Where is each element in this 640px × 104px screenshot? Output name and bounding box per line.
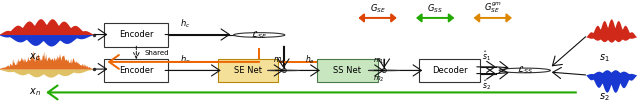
Text: SS Net: SS Net (333, 66, 361, 75)
Text: SE Net: SE Net (234, 66, 262, 75)
Text: $\hat{s}_2$: $\hat{s}_2$ (482, 78, 491, 92)
Text: $\mathcal{L}_{SS}$: $\mathcal{L}_{SS}$ (516, 65, 533, 76)
FancyBboxPatch shape (317, 59, 378, 82)
Ellipse shape (234, 33, 285, 37)
Text: $G_{SE}^{gm}$: $G_{SE}^{gm}$ (484, 0, 502, 15)
Text: $x_n$: $x_n$ (29, 86, 41, 98)
FancyBboxPatch shape (104, 59, 168, 82)
Text: $\otimes$: $\otimes$ (280, 66, 287, 75)
Text: $s_2$: $s_2$ (600, 91, 610, 103)
Text: Decoder: Decoder (432, 66, 467, 75)
Text: $h_e$: $h_e$ (305, 54, 315, 66)
Text: $h_c$: $h_c$ (180, 18, 191, 30)
Text: Encoder: Encoder (119, 30, 154, 40)
Text: $m_2$: $m_2$ (372, 75, 384, 84)
Text: $\hat{s}_1$: $\hat{s}_1$ (482, 49, 491, 63)
Text: Shared: Shared (145, 50, 169, 56)
Text: $h_n$: $h_n$ (180, 54, 191, 66)
Text: $s_1$: $s_1$ (600, 53, 610, 64)
Ellipse shape (499, 68, 550, 73)
Ellipse shape (268, 70, 300, 71)
Text: $m_e$: $m_e$ (273, 56, 286, 66)
Text: $G_{SS}$: $G_{SS}$ (428, 3, 443, 15)
Text: Encoder: Encoder (119, 66, 154, 75)
Text: $\mathcal{L}_{SE}$: $\mathcal{L}_{SE}$ (251, 29, 268, 41)
FancyBboxPatch shape (104, 23, 168, 47)
Text: $\otimes$: $\otimes$ (380, 66, 388, 75)
Text: $G_{SE}$: $G_{SE}$ (370, 3, 385, 15)
FancyBboxPatch shape (419, 59, 480, 82)
Text: $x_c$: $x_c$ (29, 51, 41, 63)
Text: $m_1$: $m_1$ (372, 57, 384, 66)
Ellipse shape (368, 70, 400, 71)
FancyBboxPatch shape (218, 59, 278, 82)
